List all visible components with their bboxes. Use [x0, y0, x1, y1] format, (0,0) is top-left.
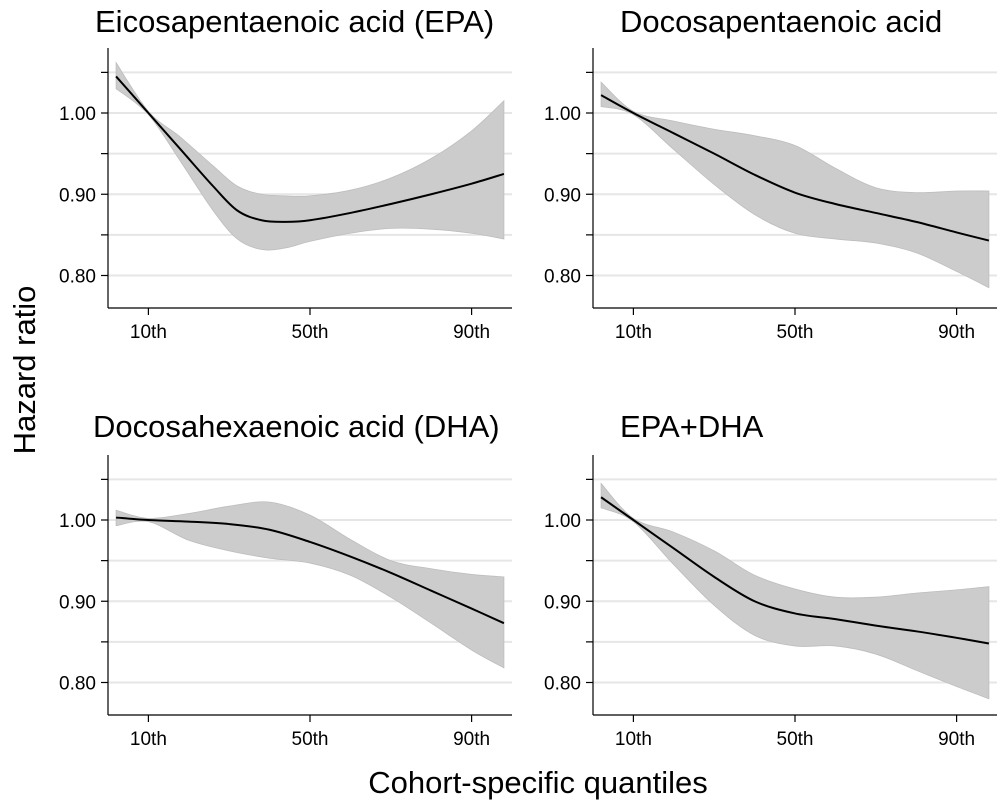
- chart-panel-1: Eicosapentaenoic acid (EPA) 0.80 0.90 1.00 1…: [59, 4, 512, 343]
- panel-title: Docosahexaenoic acid (DHA): [93, 409, 500, 444]
- x-tick-label: 90th: [938, 729, 975, 750]
- y-axis-label: Hazard ratio: [7, 286, 42, 455]
- panel-title: Eicosapentaenoic acid (EPA): [95, 4, 494, 39]
- x-tick-label: 10th: [130, 322, 167, 343]
- hazard-ratio-curve: [115, 75, 505, 223]
- y-tick-label: 0.90: [544, 185, 581, 206]
- x-tick-label: 10th: [130, 729, 167, 750]
- y-tick-label: 0.80: [59, 674, 96, 695]
- hazard-ratio-curve: [600, 496, 990, 645]
- x-tick-label: 90th: [453, 322, 490, 343]
- hazard-ratio-curve: [116, 516, 505, 625]
- y-tick-label: 1.00: [59, 511, 96, 532]
- chart-panel-4: EPA+DHA 0.80 0.90 1.00 10th 50th 90th: [544, 409, 997, 750]
- x-tick-label: 90th: [453, 729, 490, 750]
- x-tick-label: 50th: [292, 322, 329, 343]
- y-tick-label: 1.00: [544, 511, 581, 532]
- x-axis-label: Cohort-specific quantiles: [368, 765, 707, 800]
- panel-title: EPA+DHA: [620, 409, 764, 444]
- x-tick-label: 50th: [777, 729, 814, 750]
- x-tick-label: 90th: [938, 322, 975, 343]
- y-tick-label: 0.90: [59, 592, 96, 613]
- chart-panel-3: Docosahexaenoic acid (DHA) 0.80 0.90 1.00 10…: [59, 409, 512, 750]
- y-tick-label: 0.80: [59, 267, 96, 288]
- y-tick-label: 0.80: [544, 674, 581, 695]
- y-tick-label: 1.00: [59, 104, 96, 125]
- y-tick-label: 0.90: [59, 185, 96, 206]
- x-tick-label: 10th: [615, 322, 652, 343]
- chart-panels: Eicosapentaenoic acid (EPA) 0.80 0.90 1.00 1…: [59, 4, 997, 750]
- y-tick-label: 0.80: [544, 267, 581, 288]
- chart-panel-2: Docosapentaenoic acid 0.80 0.90 1.00 10th 50t…: [544, 4, 997, 343]
- confidence-band: [115, 501, 505, 669]
- panel-title: Docosapentaenoic acid: [620, 4, 942, 39]
- confidence-band: [600, 482, 990, 700]
- confidence-band: [600, 81, 990, 289]
- x-tick-label: 10th: [615, 729, 652, 750]
- y-tick-label: 1.00: [544, 104, 581, 125]
- confidence-band: [115, 61, 505, 251]
- hazard-ratio-curve: [600, 94, 990, 242]
- x-tick-label: 50th: [777, 322, 814, 343]
- y-tick-label: 0.90: [544, 592, 581, 613]
- x-tick-label: 50th: [292, 729, 329, 750]
